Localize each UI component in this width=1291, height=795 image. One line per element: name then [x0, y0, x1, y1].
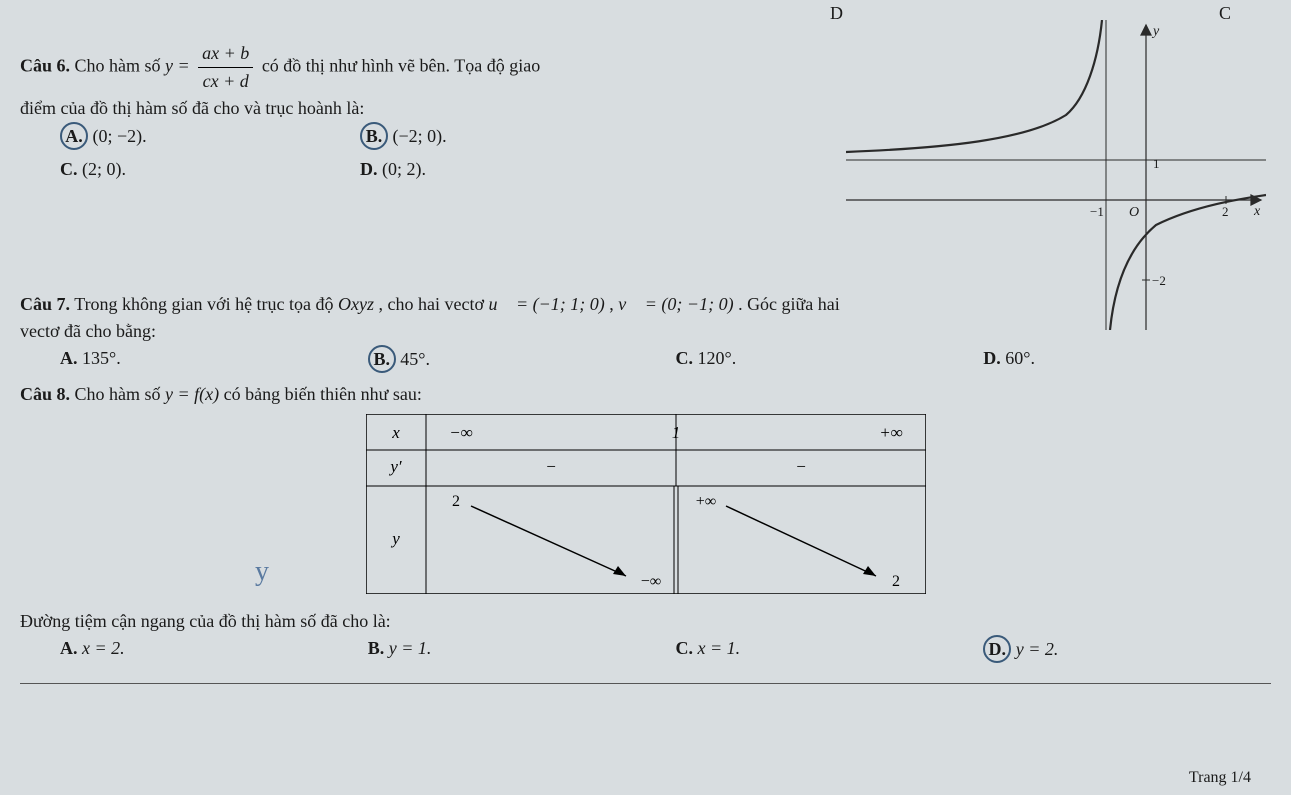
q7-opt-d-label: D.	[983, 348, 1001, 368]
q8-opt-c: C. x = 1.	[676, 635, 964, 663]
q8-opt-a-label: A.	[60, 638, 78, 658]
q6-opt-d: D. (0; 2).	[360, 156, 640, 183]
q6-text-b: có đồ thị như hình vẽ bên. Tọa độ giao	[262, 56, 540, 76]
q6-opt-c-label: C.	[60, 159, 78, 179]
q7-opt-d-val: 60°.	[1005, 348, 1035, 368]
q6-text-a: Cho hàm số	[75, 56, 166, 76]
bbt-svg: x −∞ 1 +∞ y′ − − y 2 −∞ +∞ 2	[366, 414, 926, 594]
q6-yeq: y =	[165, 56, 190, 76]
q6-opt-c: C. (2; 0).	[60, 156, 340, 183]
q7-opt-b-val: 45°.	[400, 349, 430, 369]
q7-opt-c-val: 120°.	[698, 348, 737, 368]
axis-x-label: x	[1253, 204, 1261, 219]
q6-header: Câu 6.	[20, 56, 70, 76]
q6-opt-b-label: B.	[360, 122, 388, 150]
q8-options: A. x = 2. B. y = 1. C. x = 1. D. y = 2.	[60, 635, 1271, 663]
bbt-2b: 2	[892, 573, 900, 590]
q7-opt-a-val: 135°.	[82, 348, 121, 368]
label-d: D	[830, 0, 843, 27]
bbt-minus1: −	[545, 457, 556, 476]
q6-fraction: ax + b cx + d	[198, 40, 253, 95]
q7-v: v⃗ = (0; −1; 0)	[618, 294, 733, 314]
q6-opt-a-label: A.	[60, 122, 88, 150]
q8-text-b: có bảng biến thiên như sau:	[224, 384, 422, 404]
q6-opt-d-val: (0; 2).	[382, 159, 426, 179]
q6-frac-den: cx + d	[198, 68, 253, 95]
question-6: Câu 6. Cho hàm số y = ax + b cx + d có đ…	[20, 40, 1271, 183]
q7-text-b: , cho hai vectơ	[379, 294, 489, 314]
q7-comma: ,	[609, 294, 618, 314]
graph-svg: x y O −1 1 2 −2	[846, 20, 1266, 330]
q6-opt-a-val: (0; −2).	[93, 126, 147, 146]
axis-y-label: y	[1151, 24, 1160, 39]
question-8: Câu 8. Cho hàm số y = f(x) có bảng biến …	[20, 381, 1271, 663]
q8-header: Câu 8.	[20, 384, 70, 404]
tick-neg2: −2	[1152, 273, 1166, 288]
q8-bbt: x −∞ 1 +∞ y′ − − y 2 −∞ +∞ 2	[20, 414, 1271, 602]
q7-options: A. 135°. B. 45°. C. 120°. D. 60°.	[60, 345, 1271, 373]
q8-opt-c-label: C.	[676, 638, 694, 658]
q6-opt-a: A. (0; −2).	[60, 122, 340, 150]
origin-label: O	[1129, 205, 1139, 220]
q8-opt-b-label: B.	[368, 638, 385, 658]
handwritten-y: y	[255, 551, 269, 593]
q7-u: u⃗ = (−1; 1; 0)	[489, 294, 605, 314]
q7-opt-d: D. 60°.	[983, 345, 1271, 373]
q6-opt-b-val: (−2; 0).	[393, 126, 447, 146]
bbt-1: 1	[671, 423, 680, 442]
q7-opt-c-label: C.	[676, 348, 694, 368]
q8-opt-a-val: x = 2.	[82, 638, 125, 658]
tick-2: 2	[1222, 204, 1229, 219]
bbt-y: y	[390, 529, 400, 548]
bbt-x: x	[391, 423, 400, 442]
q8-yeq: y = f(x)	[165, 384, 219, 404]
q6-line2: điểm của đồ thị hàm số đã cho và trục ho…	[20, 95, 840, 122]
q7-header: Câu 7.	[20, 294, 70, 314]
bbt-pinf: +∞	[879, 423, 903, 442]
q8-opt-d-val: y = 2.	[1016, 639, 1059, 659]
bbt-ninf: −∞	[449, 423, 473, 442]
page-footer: Trang 1/4	[1189, 766, 1251, 790]
q7-opt-a-label: A.	[60, 348, 78, 368]
q8-opt-b: B. y = 1.	[368, 635, 656, 663]
bbt-2: 2	[452, 493, 460, 510]
q6-opt-c-val: (2; 0).	[82, 159, 126, 179]
q6-opt-d-label: D.	[360, 159, 378, 179]
q8-opt-a: A. x = 2.	[60, 635, 348, 663]
q7-opt-a: A. 135°.	[60, 345, 348, 373]
q6-graph: x y O −1 1 2 −2	[846, 20, 1266, 330]
q7-opt-c: C. 120°.	[676, 345, 964, 373]
q7-opt-b-label: B.	[368, 345, 396, 373]
q7-oxyz: Oxyz	[338, 294, 374, 314]
q6-frac-num: ax + b	[198, 40, 253, 68]
tick-neg1: −1	[1090, 204, 1104, 219]
bbt-minus2: −	[795, 457, 806, 476]
q8-line2: Đường tiệm cận ngang của đồ thị hàm số đ…	[20, 608, 1271, 635]
q8-opt-c-val: x = 1.	[698, 638, 741, 658]
q7-text-a: Trong không gian với hệ trục tọa độ	[74, 294, 338, 314]
bbt-pinf2: +∞	[695, 493, 715, 510]
q8-opt-d: D. y = 2.	[983, 635, 1271, 663]
q8-text-a: Cho hàm số	[75, 384, 166, 404]
q8-opt-d-label: D.	[983, 635, 1011, 663]
tick-1: 1	[1153, 156, 1160, 171]
q8-opt-b-val: y = 1.	[389, 638, 432, 658]
q7-text-c: . Góc giữa hai	[738, 294, 840, 314]
bbt-yprime: y′	[388, 457, 402, 476]
bbt-ninf2: −∞	[640, 573, 660, 590]
q6-opt-b: B. (−2; 0).	[360, 122, 640, 150]
q7-opt-b: B. 45°.	[368, 345, 656, 373]
